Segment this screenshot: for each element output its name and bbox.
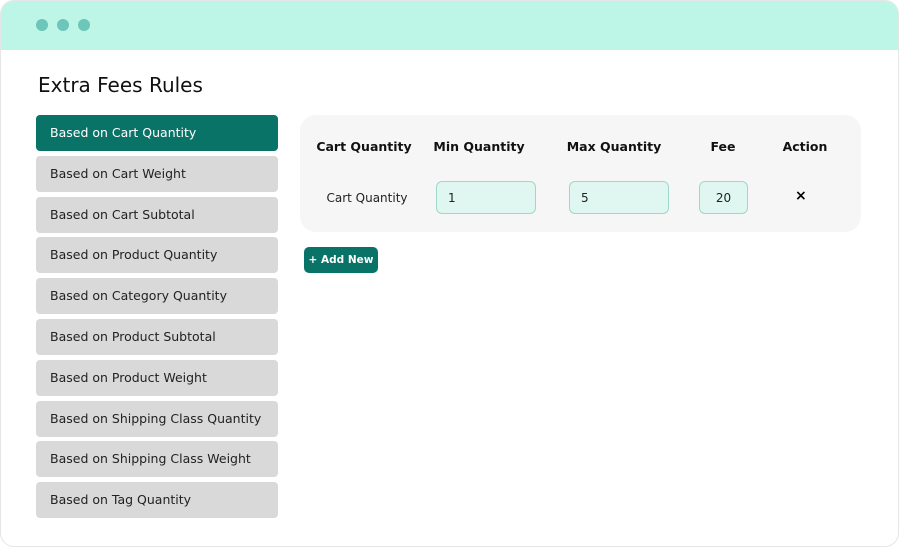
column-header-action: Action bbox=[782, 139, 828, 154]
window-dot bbox=[36, 19, 48, 31]
sidebar-item[interactable]: Based on Product Weight bbox=[36, 359, 278, 396]
row-label: Cart Quantity bbox=[326, 191, 408, 205]
sidebar-item[interactable]: Based on Shipping Class Weight bbox=[36, 441, 278, 478]
close-icon[interactable]: × bbox=[795, 188, 807, 204]
rules-table bbox=[300, 115, 861, 232]
sidebar-item[interactable]: Based on Cart Subtotal bbox=[36, 196, 278, 233]
column-header-max-quantity: Max Quantity bbox=[566, 139, 662, 154]
sidebar-item[interactable]: Based on Product Subtotal bbox=[36, 319, 278, 355]
window-dot bbox=[78, 19, 90, 31]
max-quantity-input[interactable] bbox=[569, 181, 669, 214]
sidebar-item[interactable]: Based on Category Quantity bbox=[36, 278, 278, 315]
sidebar-item[interactable]: Based on Tag Quantity bbox=[36, 482, 278, 519]
sidebar-item[interactable]: Based on Shipping Class Quantity bbox=[36, 400, 278, 437]
add-new-button[interactable]: + Add New bbox=[304, 247, 378, 273]
column-header-min-quantity: Min Quantity bbox=[433, 139, 525, 154]
min-quantity-input[interactable] bbox=[436, 181, 536, 214]
window-title-bar bbox=[1, 1, 898, 50]
window-dot bbox=[57, 19, 69, 31]
column-header-fee: Fee bbox=[710, 139, 736, 154]
page-title: Extra Fees Rules bbox=[38, 73, 203, 97]
sidebar-item[interactable]: Based on Cart Quantity bbox=[36, 115, 278, 151]
sidebar-item[interactable]: Based on Cart Weight bbox=[36, 155, 278, 192]
sidebar-item[interactable]: Based on Product Quantity bbox=[36, 237, 278, 274]
column-header-cart-quantity: Cart Quantity bbox=[316, 139, 412, 154]
fee-input[interactable] bbox=[699, 181, 748, 214]
